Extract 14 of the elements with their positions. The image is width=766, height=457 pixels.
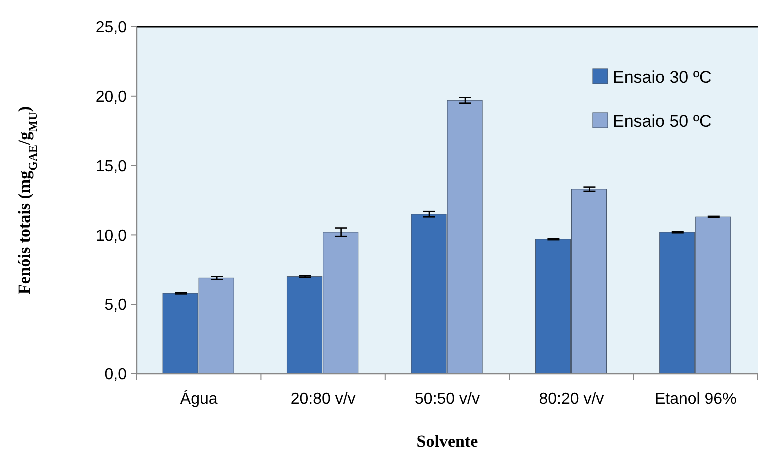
y-tick-label: 20,0 xyxy=(96,89,128,106)
x-tick-label: Etanol 96% xyxy=(654,391,737,408)
y-tick-label: 10,0 xyxy=(96,228,128,245)
x-tick-label: Água xyxy=(180,390,218,408)
legend-label: Ensaio 30 ºC xyxy=(613,68,712,87)
x-tick-label: 80:20 v/v xyxy=(539,391,604,408)
legend-label: Ensaio 50 ºC xyxy=(613,112,712,131)
x-axis-title: Solvente xyxy=(416,432,479,451)
y-tick-label: 15,0 xyxy=(96,158,128,176)
x-tick-label: 20:80 v/v xyxy=(290,391,356,408)
x-tick-label: 50:50 v/v xyxy=(415,391,480,408)
y-tick-label: 5,0 xyxy=(104,297,128,314)
y-tick-label: 0,0 xyxy=(104,366,128,384)
y-tick-label: 25,0 xyxy=(96,20,128,37)
